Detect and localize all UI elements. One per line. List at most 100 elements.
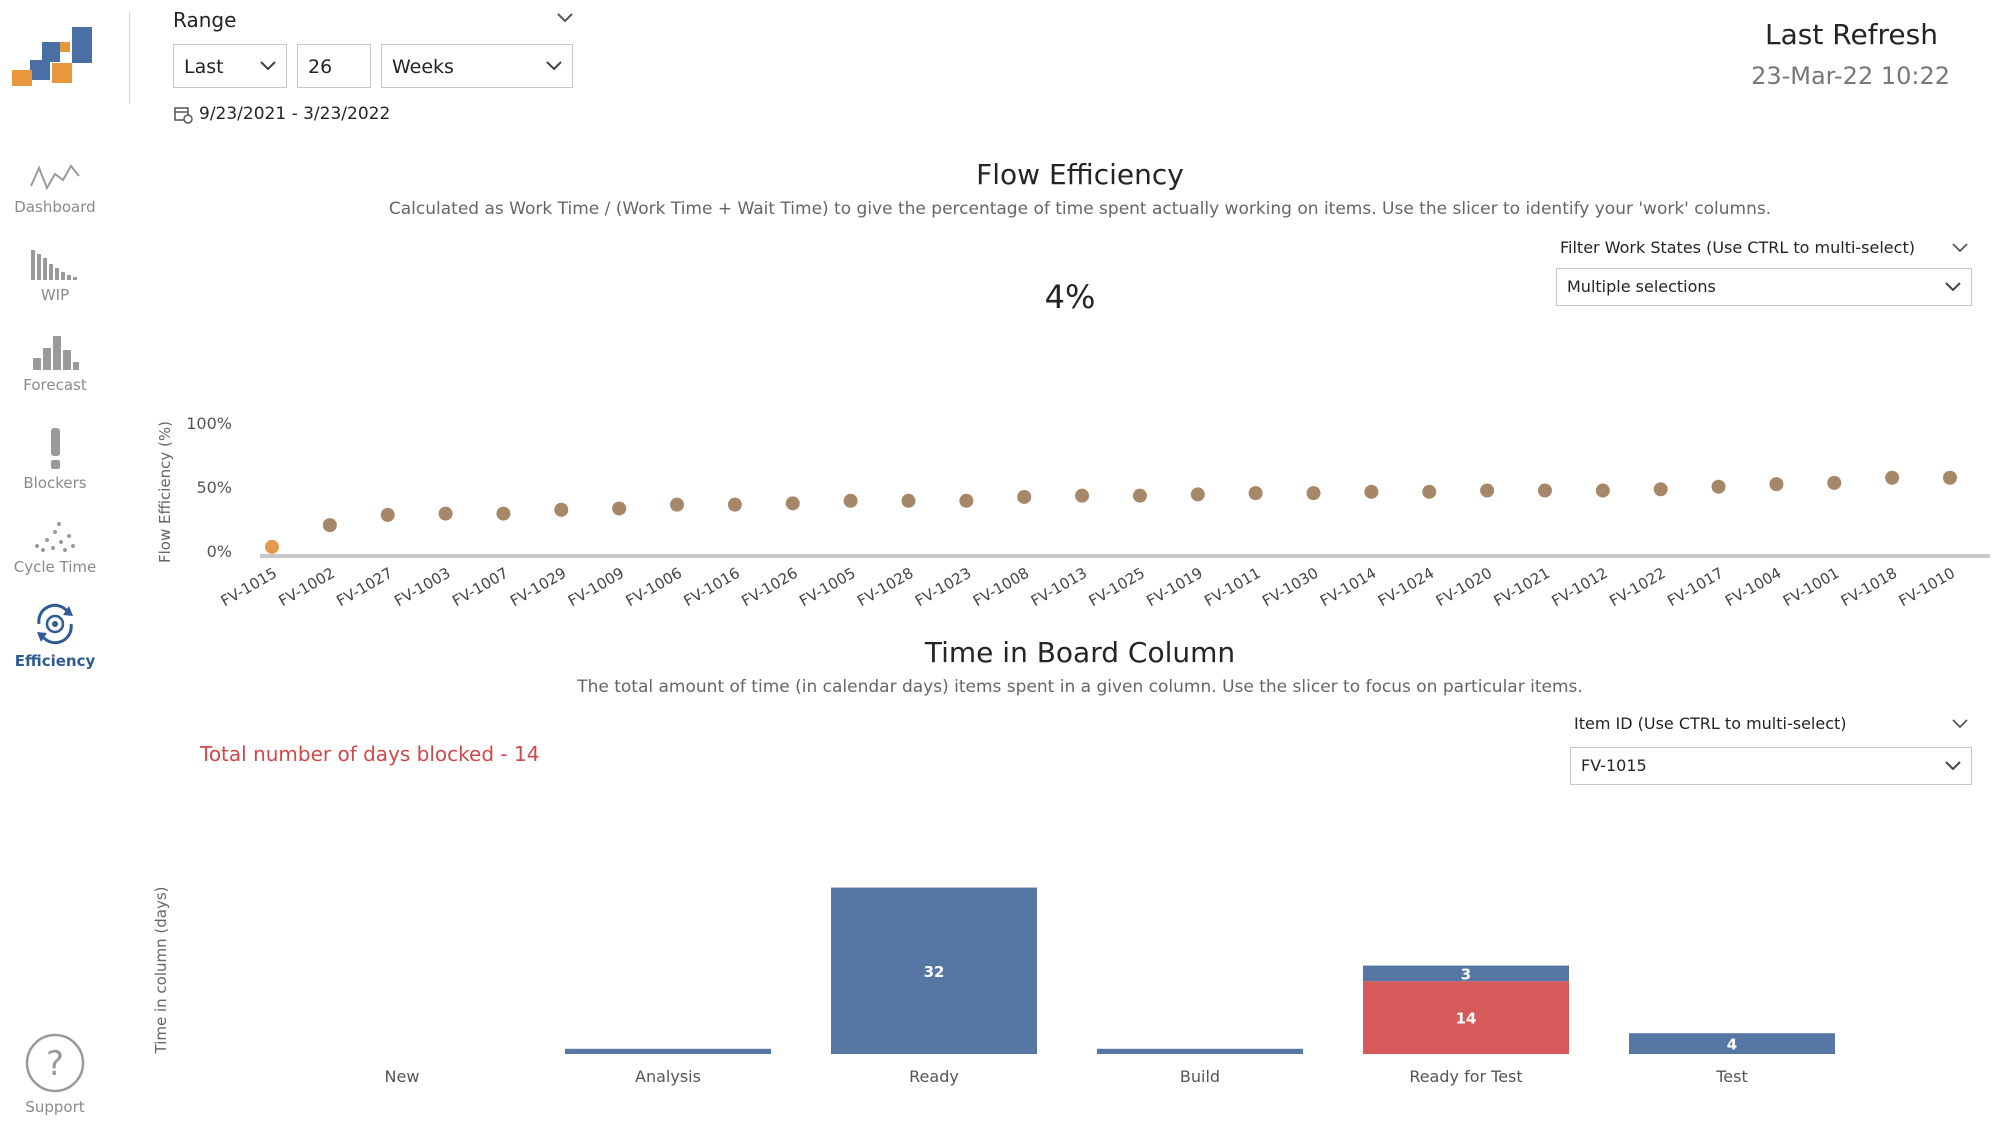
x-tick-label: FV-1022 [1606,564,1668,610]
x-tick-label: FV-1003 [391,564,453,610]
x-tick-label: FV-1028 [854,564,916,610]
x-tick-label: FV-1002 [276,564,338,610]
item-id-value: FV-1015 [1581,756,1647,775]
chevron-down-icon [260,61,276,71]
nav-label-support: Support [25,1098,85,1116]
data-point [1422,484,1437,499]
range-label: Range [173,8,237,32]
data-label: 4 [1727,1036,1737,1054]
board-column-subtitle: The total amount of time (in calendar da… [577,677,1583,697]
nav-efficiency[interactable]: Efficiency [0,600,110,670]
x-tick-label: Ready [909,1067,959,1086]
chevron-down-icon[interactable] [1952,718,1968,730]
data-point [612,501,627,516]
line-chart-icon [30,164,80,191]
time-in-column-bar-chart: Time in column (days) New Analysis Ready Bui… [152,886,1835,1086]
bar-decay-icon [31,250,77,280]
data-point [1827,475,1842,490]
data-point [785,496,800,511]
last-refresh-label: Last Refresh [1765,18,1938,51]
chevron-down-icon [1945,761,1961,771]
scatter-icon [35,522,75,552]
range-mode-dropdown[interactable]: Last [173,44,287,88]
data-point [1190,487,1205,502]
x-tick-label: FV-1017 [1664,564,1726,610]
x-tick-label: FV-1025 [1086,564,1148,610]
data-label: 14 [1456,1010,1477,1028]
last-refresh-value: 23-Mar-22 10:22 [1751,62,1950,90]
x-tick-label: FV-1006 [623,564,685,610]
x-tick-label: Test [1715,1067,1748,1086]
nav-label-cycle-time: Cycle Time [13,558,97,576]
nav-support[interactable]: ? Support [0,1032,110,1116]
x-tick-label: FV-1023 [912,564,974,610]
data-label: 3 [1461,965,1471,983]
x-tick-label: FV-1012 [1548,564,1610,610]
work-states-value: Multiple selections [1567,277,1716,296]
data-point [670,497,685,512]
range-count-input[interactable]: 26 [297,44,371,88]
item-id-slicer-label: Item ID (Use CTRL to multi-select) [1574,714,1847,733]
range-unit-value: Weeks [392,56,454,78]
flow-efficiency-kpi: 4% [1044,278,1096,316]
nav-label-wip: WIP [40,286,70,304]
bar-segment [1363,965,1569,982]
data-point [1537,483,1552,498]
data-point [1769,477,1784,492]
range-mode-value: Last [184,56,224,78]
data-point [1364,484,1379,499]
y-axis-title: Time in column (days) [152,886,170,1054]
x-tick-label: FV-1007 [449,564,511,610]
x-tick-label: FV-1029 [507,564,569,610]
cycle-gear-icon [37,603,73,645]
x-tick-label: FV-1018 [1838,564,1900,610]
x-tick-label: FV-1016 [681,564,743,610]
work-states-dropdown[interactable]: Multiple selections [1556,268,1972,306]
data-point [1248,486,1263,501]
x-tick-label: FV-1013 [1028,564,1090,610]
data-point [1075,488,1090,503]
x-tick-label: Build [1180,1067,1220,1086]
data-point [322,518,337,533]
nav-label-forecast: Forecast [23,376,87,394]
data-point [959,493,974,508]
data-point [438,506,453,521]
item-id-dropdown[interactable]: FV-1015 [1570,747,1972,785]
bar-segment [1363,981,1569,1054]
nav-blockers[interactable]: Blockers [0,426,110,492]
y-tick-label: 50% [196,478,232,497]
y-tick-label: 0% [207,542,232,561]
question-icon: ? [25,1033,85,1093]
x-tick-label: FV-1027 [333,564,395,610]
x-tick-label: New [385,1067,420,1086]
nav-cycle-time[interactable]: Cycle Time [0,520,110,576]
blocked-days-text: Total number of days blocked - 14 [200,742,540,766]
sidebar-divider [129,12,130,104]
nav-label-blockers: Blockers [23,474,87,492]
chevron-down-icon[interactable] [1952,242,1968,254]
board-column-title: Time in Board Column [924,636,1236,669]
app-logo [12,20,92,100]
x-tick-label: FV-1019 [1143,564,1205,610]
range-unit-dropdown[interactable]: Weeks [381,44,573,88]
x-tick-label: FV-1004 [1722,564,1784,610]
data-point [1306,486,1321,501]
x-tick-label: FV-1010 [1896,564,1958,610]
nav-label-efficiency: Efficiency [14,652,96,670]
x-tick-label: FV-1021 [1491,564,1553,610]
x-tick-label: FV-1009 [565,564,627,610]
data-point [843,493,858,508]
data-point [1595,483,1610,498]
range-collapse-icon[interactable] [556,12,574,24]
bar-segment [831,887,1037,1054]
bar-segment [1097,1048,1303,1054]
nav-wip[interactable]: WIP [0,248,110,304]
flow-efficiency-title: Flow Efficiency [976,158,1184,191]
data-point [1653,482,1668,497]
nav-forecast[interactable]: Forecast [0,334,110,394]
x-tick-label: Ready for Test [1409,1067,1522,1086]
x-tick-label: FV-1008 [970,564,1032,610]
nav-dashboard[interactable]: Dashboard [0,160,110,216]
x-tick-label: FV-1011 [1201,564,1263,610]
x-tick-label: FV-1014 [1317,564,1379,610]
